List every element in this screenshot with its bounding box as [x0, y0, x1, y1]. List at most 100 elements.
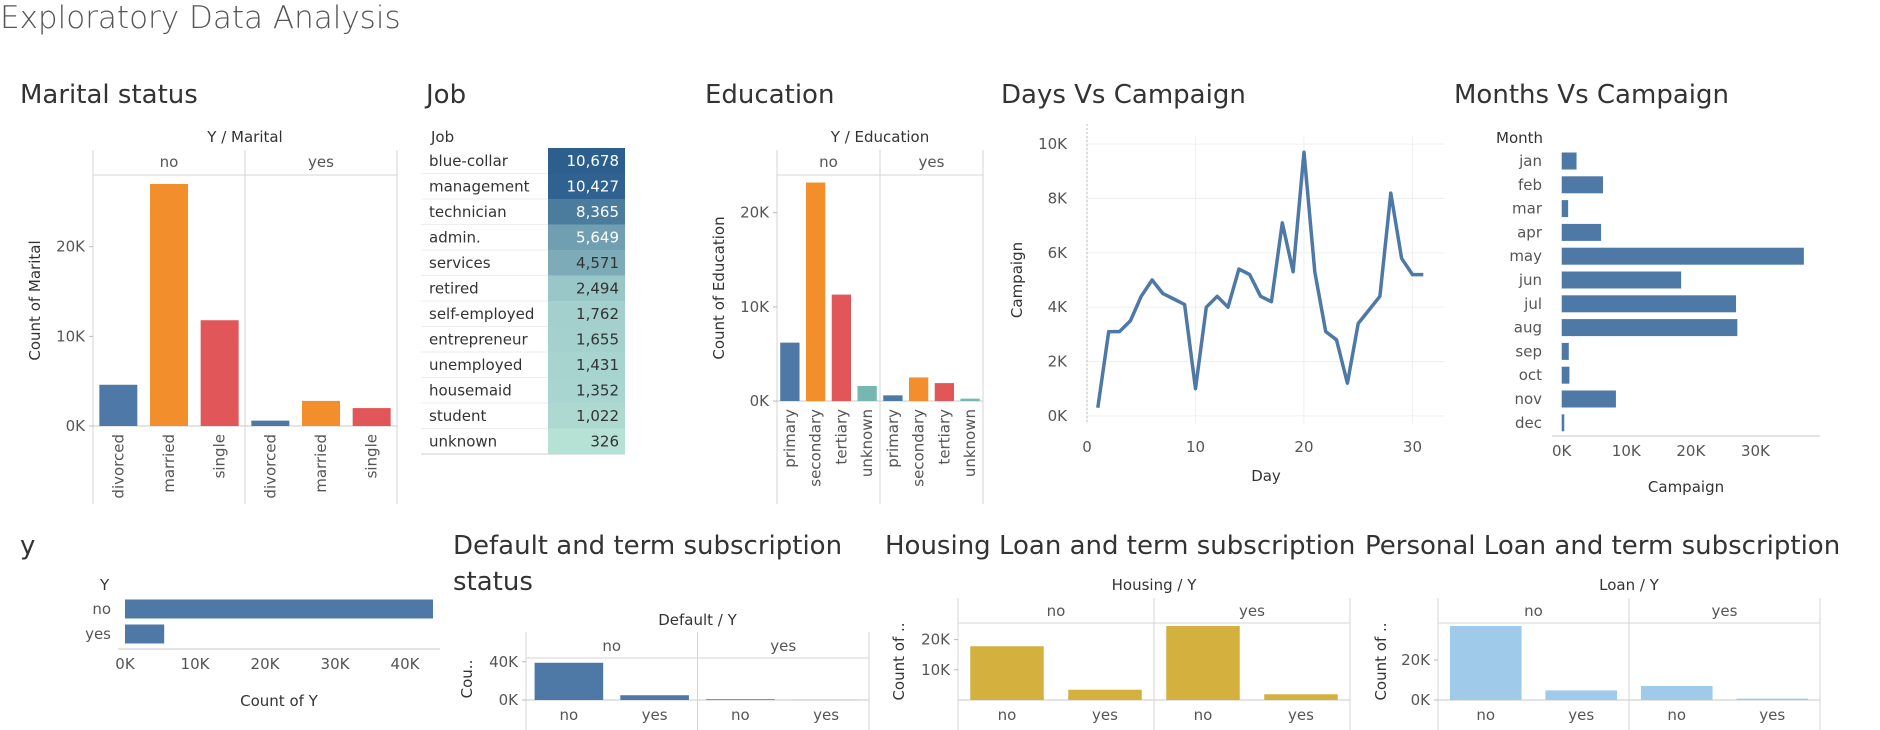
education-bar: [780, 342, 800, 401]
days-x-axis-label: Day: [1251, 467, 1281, 485]
housing-panel-title: Housing Loan and term subscription: [885, 531, 1356, 561]
job-cell-3: [548, 224, 625, 250]
job-label: technician: [429, 203, 507, 221]
months-category-label: may: [1509, 247, 1542, 265]
education-y-tick-label: 0K: [750, 392, 771, 410]
marital-category-label: married: [160, 434, 178, 493]
loan-category-label: yes: [1568, 706, 1594, 724]
loan-pane-label: no: [1524, 602, 1543, 620]
y-category-label: no: [92, 600, 111, 618]
education-bar: [908, 377, 929, 401]
y-x-tick-label: 20K: [251, 655, 281, 673]
days-x-tick-label: 20: [1294, 438, 1313, 456]
months-category-label: oct: [1519, 366, 1542, 384]
y-header: Y: [99, 576, 110, 594]
months-bar: [1561, 247, 1804, 265]
marital-y-axis-label: Count of Marital: [26, 240, 44, 360]
default-pane-label: no: [602, 637, 621, 655]
housing-y-tick-label: 10K: [921, 661, 951, 679]
y-x-tick-label: 0K: [115, 655, 136, 673]
education-category-label: unknown: [961, 409, 979, 477]
months-bar: [1561, 152, 1577, 170]
days-series-line: [1096, 150, 1424, 408]
education-category-label: primary: [884, 409, 902, 468]
marital-category-label: divorced: [109, 434, 127, 499]
job-cell-9: [548, 377, 625, 403]
y-bar: [125, 599, 433, 619]
job-cell-7: [548, 326, 625, 352]
education-category-label: secondary: [807, 409, 825, 487]
education-bar: [857, 385, 877, 401]
months-bar: [1561, 390, 1616, 408]
job-value: 326: [590, 433, 619, 451]
marital-category-label: married: [312, 434, 330, 493]
default-category-label: yes: [813, 706, 839, 724]
education-bar: [960, 398, 980, 401]
marital-bar: [99, 384, 138, 426]
job-label: housemaid: [429, 382, 512, 400]
months-x-tick-label: 10K: [1612, 442, 1642, 460]
loan-category-label: yes: [1759, 706, 1785, 724]
loan-bar: [1736, 698, 1809, 700]
housing-bar: [970, 646, 1044, 700]
loan-category-label: no: [1667, 706, 1686, 724]
education-bar: [934, 383, 955, 401]
job-cell-5: [548, 275, 625, 301]
y-x-tick-label: 10K: [181, 655, 211, 673]
job-cell-6: [548, 301, 625, 327]
job-value: 1,022: [576, 407, 619, 425]
months-category-label: nov: [1514, 390, 1542, 408]
months-x-tick-label: 20K: [1676, 442, 1706, 460]
months-category-label: mar: [1512, 200, 1543, 218]
education-bar: [831, 294, 852, 401]
y-x-tick-label: 40K: [391, 655, 421, 673]
housing-pane-label: yes: [1239, 602, 1265, 620]
days-y-tick-label: 0K: [1048, 407, 1069, 425]
job-value: 1,655: [576, 331, 619, 349]
housing-y-axis-label: Count of ..: [890, 622, 908, 700]
marital-pane-label: no: [160, 153, 179, 171]
default-category-label: no: [560, 706, 579, 724]
default-bar: [620, 695, 689, 700]
marital-bar: [251, 420, 290, 426]
marital-bar: [352, 408, 391, 426]
months-bar: [1561, 176, 1604, 194]
months-bar: [1561, 366, 1570, 384]
job-label: entrepreneur: [429, 331, 529, 349]
days-y-tick-label: 2K: [1048, 353, 1069, 371]
job-cell-0: [548, 148, 625, 174]
education-bar: [883, 395, 903, 401]
housing-pane-label: no: [1047, 602, 1066, 620]
job-label: services: [429, 254, 491, 272]
education-category-label: secondary: [910, 409, 928, 487]
job-cell-1: [548, 173, 625, 199]
default-y-tick-label: 40K: [489, 653, 519, 671]
job-value: 1,762: [576, 305, 619, 323]
months-category-label: feb: [1518, 176, 1542, 194]
job-cell-10: [548, 403, 625, 429]
marital-category-label: single: [363, 434, 381, 478]
marital-category-label: divorced: [261, 434, 279, 499]
housing-header: Housing / Y: [1112, 576, 1198, 594]
y-category-label: yes: [85, 625, 111, 643]
default-bar: [706, 699, 775, 700]
loan-y-axis-label: Count of ..: [1372, 622, 1390, 700]
job-value: 1,352: [576, 382, 619, 400]
education-pane-label: yes: [919, 153, 945, 171]
loan-pane-label: yes: [1712, 602, 1738, 620]
loan-bar: [1545, 690, 1618, 700]
default-header: Default / Y: [658, 611, 737, 629]
months-category-label: aug: [1514, 319, 1542, 337]
job-value: 8,365: [576, 203, 619, 221]
y-x-tick-label: 30K: [321, 655, 351, 673]
days-x-tick-label: 30: [1403, 438, 1422, 456]
months-bar: [1561, 319, 1738, 337]
loan-y-tick-label: 0K: [1411, 691, 1432, 709]
months-panel-title: Months Vs Campaign: [1454, 80, 1729, 110]
job-label: unknown: [429, 433, 497, 451]
loan-y-tick-label: 20K: [1401, 651, 1431, 669]
housing-category-label: yes: [1288, 706, 1314, 724]
days-y-tick-label: 4K: [1048, 298, 1069, 316]
job-cell-2: [548, 199, 625, 225]
